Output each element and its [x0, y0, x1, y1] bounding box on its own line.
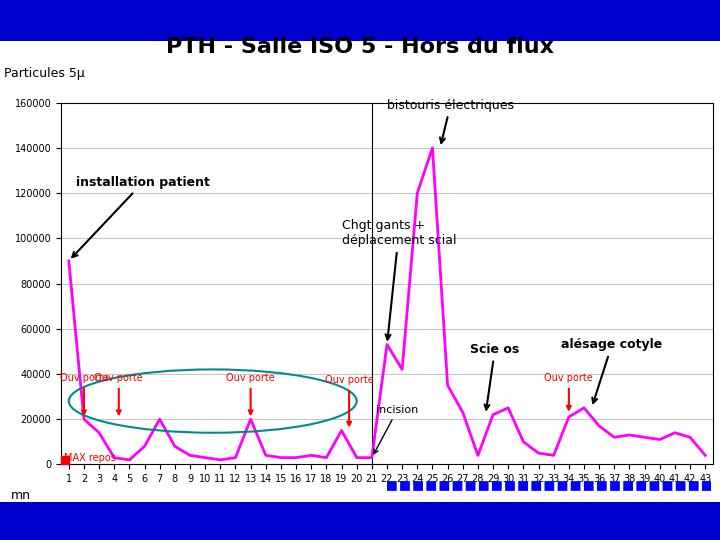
Text: Ouv porte: Ouv porte: [226, 373, 275, 414]
Text: Ouv porte: Ouv porte: [94, 373, 143, 414]
Text: mn: mn: [11, 489, 31, 502]
Text: installation patient: installation patient: [72, 176, 210, 257]
Text: alésage cotyle: alésage cotyle: [562, 339, 662, 403]
Text: incision: incision: [374, 404, 418, 454]
Text: PTH - Salle ISO 5 - Hors du flux: PTH - Salle ISO 5 - Hors du flux: [166, 37, 554, 57]
Text: Particules 5µ: Particules 5µ: [4, 68, 84, 80]
Text: MAX repos: MAX repos: [64, 453, 116, 463]
Text: Ouv porte: Ouv porte: [544, 373, 593, 409]
Bar: [61, 456, 69, 464]
Text: Scie os: Scie os: [470, 343, 520, 410]
Text: Chgt gants +
déplacement scial: Chgt gants + déplacement scial: [341, 219, 456, 340]
Text: bistouris électriques: bistouris électriques: [387, 99, 514, 143]
Text: Ouv porte: Ouv porte: [325, 375, 374, 426]
Text: Ouv porte: Ouv porte: [60, 373, 108, 414]
